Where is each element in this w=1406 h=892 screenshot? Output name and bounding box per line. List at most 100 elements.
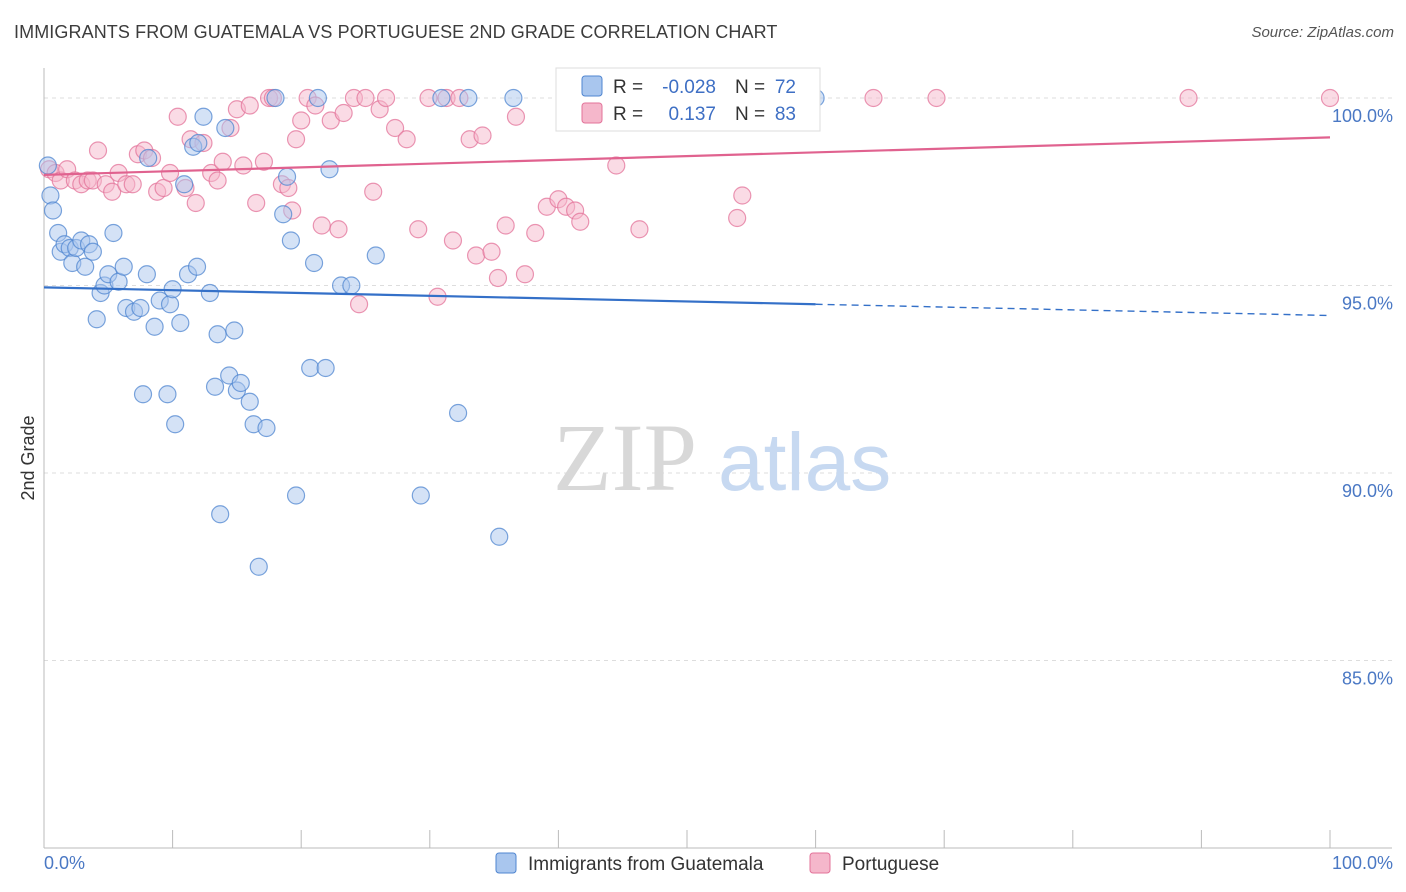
point-guatemala-19 [114, 257, 133, 276]
point-guatemala-30 [166, 415, 185, 434]
point-guatemala-28 [160, 295, 180, 314]
point-portuguese-13 [123, 175, 142, 194]
point-portuguese-33 [254, 152, 274, 171]
point-portuguese-32 [247, 193, 266, 213]
point-portuguese-67 [506, 107, 526, 126]
point-guatemala-23 [133, 385, 153, 404]
watermark-zip: ZIP [553, 404, 697, 511]
point-guatemala-2 [43, 201, 63, 220]
point-guatemala-41 [216, 118, 235, 138]
point-portuguese-68 [515, 265, 535, 284]
point-guatemala-17 [104, 223, 123, 243]
point-guatemala-57 [308, 88, 328, 108]
point-portuguese-53 [385, 118, 405, 138]
legend-swatch-pink [581, 102, 603, 124]
point-guatemala-40 [211, 505, 230, 524]
point-guatemala-22 [131, 298, 150, 318]
legend-r-value-pink: 0.137 [668, 104, 716, 125]
point-guatemala-0 [38, 156, 57, 175]
point-guatemala-12 [83, 242, 102, 261]
trend-lines [43, 136, 1331, 317]
source-label: Source: ZipAtlas.com [1251, 24, 1394, 41]
point-portuguese-84 [1320, 88, 1340, 108]
chart-title: IMMIGRANTS FROM GUATEMALA VS PORTUGUESE … [14, 22, 778, 42]
legend-r-value-blue: -0.028 [662, 77, 716, 98]
point-guatemala-13 [87, 310, 106, 329]
point-portuguese-52 [376, 88, 396, 108]
point-guatemala-27 [158, 385, 177, 404]
point-guatemala-58 [316, 358, 335, 378]
point-portuguese-77 [630, 220, 649, 239]
point-guatemala-59 [320, 160, 339, 179]
point-guatemala-54 [286, 486, 306, 505]
point-portuguese-43 [312, 216, 331, 235]
point-portuguese-26 [208, 171, 227, 190]
series-legend: Immigrants from Guatemala Portuguese [495, 852, 939, 875]
point-guatemala-51 [274, 205, 293, 224]
point-portuguese-83 [1179, 88, 1198, 108]
x-tick-label-min: 0.0% [44, 853, 85, 873]
point-guatemala-36 [194, 107, 213, 126]
point-portuguese-20 [168, 107, 187, 126]
legend-n-label-blue: N = [735, 77, 765, 98]
point-portuguese-49 [356, 88, 375, 108]
series-legend-label-pink: Portuguese [842, 854, 939, 875]
x-tick-label-max: 100.0% [1332, 853, 1393, 873]
point-guatemala-43 [225, 321, 244, 340]
y-tick-label-2: 90.0% [1342, 481, 1393, 501]
point-guatemala-62 [366, 246, 385, 265]
point-portuguese-45 [329, 220, 348, 239]
point-guatemala-39 [208, 325, 227, 344]
point-guatemala-45 [231, 373, 250, 393]
y-axis-label: 2nd Grade [18, 415, 38, 500]
point-portuguese-80 [733, 186, 752, 205]
point-guatemala-70 [189, 133, 208, 153]
legend-n-value-pink: 83 [775, 104, 796, 125]
y-tick-label-3: 85.0% [1342, 669, 1393, 689]
point-portuguese-65 [488, 268, 508, 288]
point-guatemala-65 [448, 403, 468, 423]
point-guatemala-50 [266, 88, 285, 108]
point-guatemala-66 [459, 88, 478, 108]
point-portuguese-40 [292, 111, 311, 130]
point-guatemala-63 [411, 486, 430, 505]
point-portuguese-10 [103, 182, 122, 201]
series-legend-swatch-blue [495, 852, 517, 874]
point-portuguese-23 [186, 193, 205, 213]
series-legend-label-blue: Immigrants from Guatemala [528, 854, 764, 875]
legend-n-value-blue: 72 [775, 77, 796, 98]
point-portuguese-59 [443, 231, 463, 250]
point-guatemala-35 [187, 257, 207, 276]
legend-r-label-pink: R = [613, 104, 643, 125]
point-portuguese-46 [334, 103, 353, 123]
point-portuguese-79 [728, 208, 747, 228]
point-guatemala-67 [490, 527, 509, 546]
point-portuguese-8 [88, 141, 108, 160]
point-portuguese-19 [160, 163, 180, 183]
point-portuguese-69 [526, 223, 545, 243]
legend-r-label-blue: R = [613, 77, 643, 98]
point-portuguese-54 [397, 130, 416, 149]
point-portuguese-81 [864, 88, 883, 108]
point-guatemala-37 [200, 283, 219, 303]
point-portuguese-39 [286, 130, 306, 149]
point-portuguese-62 [466, 246, 486, 265]
point-portuguese-63 [473, 126, 492, 145]
point-guatemala-24 [137, 265, 156, 284]
point-portuguese-31 [240, 96, 259, 115]
point-portuguese-66 [496, 216, 515, 235]
point-guatemala-68 [504, 88, 523, 108]
stats-legend: R = -0.028 N = 72 R = 0.137 N = 83 [555, 67, 821, 132]
point-guatemala-61 [342, 276, 361, 295]
point-guatemala-52 [277, 167, 297, 186]
point-guatemala-31 [171, 313, 190, 333]
point-portuguese-27 [213, 152, 232, 171]
point-portuguese-74 [571, 212, 590, 231]
point-portuguese-82 [927, 88, 946, 108]
point-guatemala-10 [76, 257, 95, 276]
point-guatemala-25 [145, 317, 164, 336]
point-portuguese-18 [154, 178, 173, 198]
point-guatemala-38 [205, 377, 225, 396]
point-guatemala-49 [257, 418, 276, 438]
point-guatemala-56 [304, 253, 324, 273]
